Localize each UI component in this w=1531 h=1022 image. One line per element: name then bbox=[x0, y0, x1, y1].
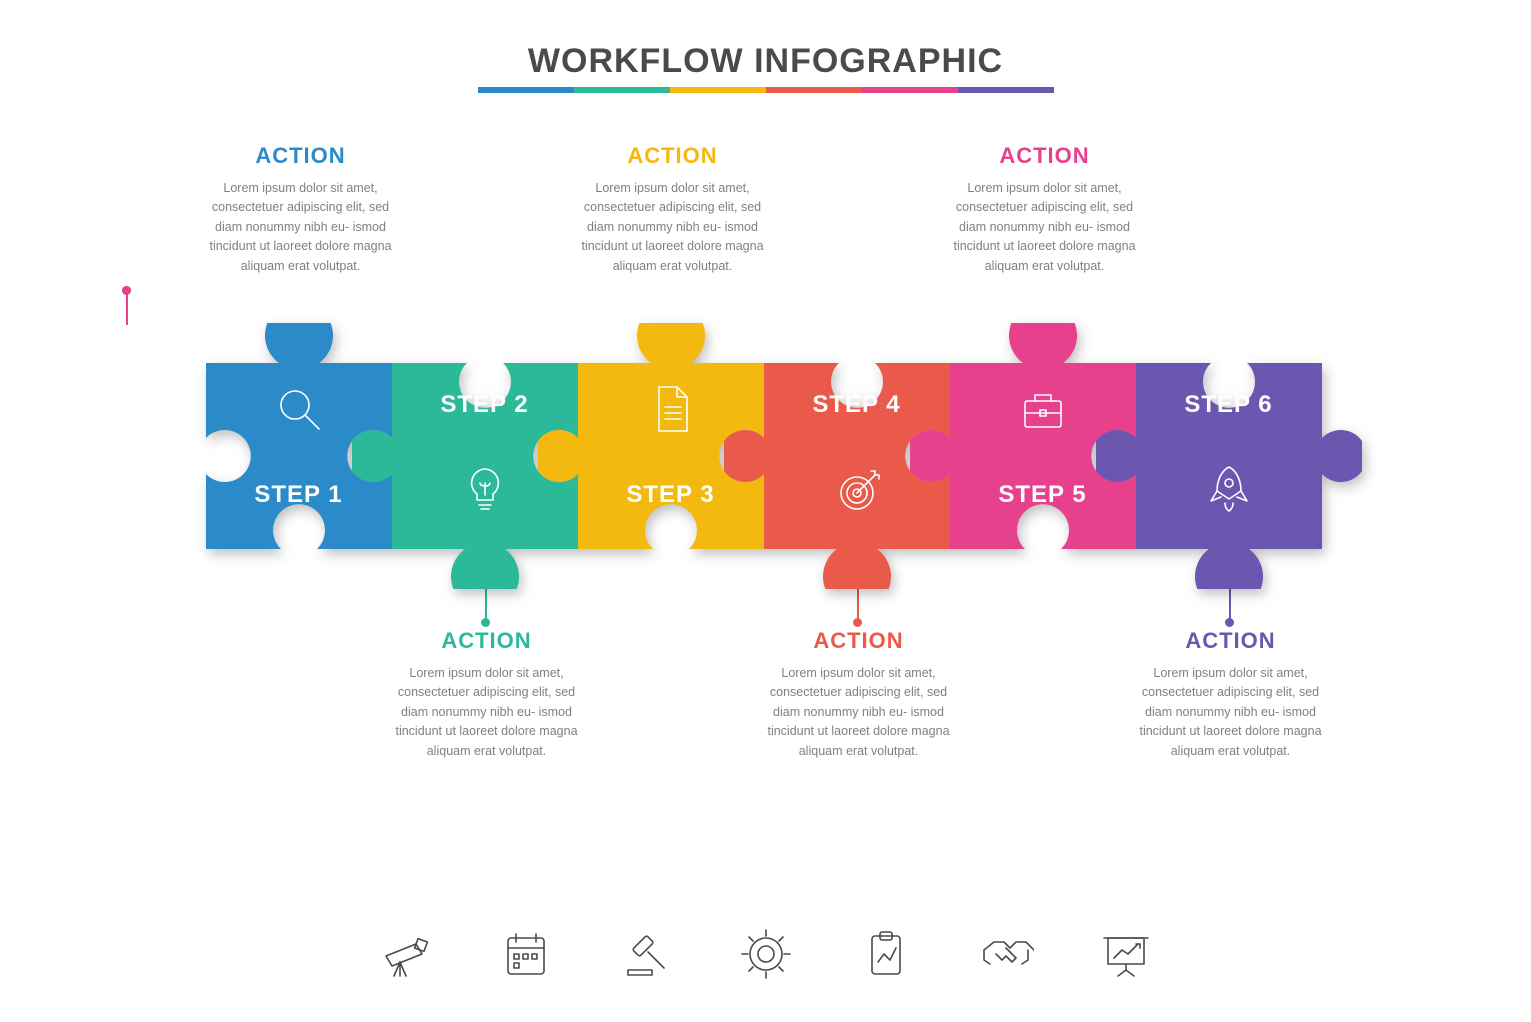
underline-seg bbox=[958, 87, 1054, 93]
action-block-5: ACTION Lorem ipsum dolor sit amet, conse… bbox=[950, 143, 1140, 276]
connector-line bbox=[857, 588, 859, 622]
action-title: ACTION bbox=[206, 143, 396, 169]
underline-seg bbox=[574, 87, 670, 93]
step-label: STEP 6 bbox=[1136, 391, 1322, 419]
rocket-icon bbox=[1201, 461, 1257, 517]
action-block-4: ACTION Lorem ipsum dolor sit amet, conse… bbox=[764, 628, 954, 761]
action-body: Lorem ipsum dolor sit amet, consectetuer… bbox=[950, 179, 1140, 276]
action-body: Lorem ipsum dolor sit amet, consectetuer… bbox=[1136, 664, 1326, 761]
infographic-canvas: ACTION Lorem ipsum dolor sit amet, conse… bbox=[126, 143, 1406, 783]
underline-seg bbox=[766, 87, 862, 93]
action-block-6: ACTION Lorem ipsum dolor sit amet, conse… bbox=[1136, 628, 1326, 761]
telescope-icon bbox=[378, 926, 434, 982]
document-icon bbox=[643, 381, 699, 437]
action-title: ACTION bbox=[392, 628, 582, 654]
action-body: Lorem ipsum dolor sit amet, consectetuer… bbox=[206, 179, 396, 276]
magnifier-icon bbox=[271, 381, 327, 437]
action-title: ACTION bbox=[950, 143, 1140, 169]
connector-line bbox=[485, 588, 487, 622]
connector-line bbox=[126, 291, 128, 325]
action-body: Lorem ipsum dolor sit amet, consectetuer… bbox=[764, 664, 954, 761]
briefcase-icon bbox=[1015, 381, 1071, 437]
action-title: ACTION bbox=[578, 143, 768, 169]
target-icon bbox=[829, 461, 885, 517]
underline-seg bbox=[478, 87, 574, 93]
connector-line bbox=[1229, 588, 1231, 622]
underline-seg bbox=[670, 87, 766, 93]
action-body: Lorem ipsum dolor sit amet, consectetuer… bbox=[392, 664, 582, 761]
clipboard-chart-icon bbox=[858, 926, 914, 982]
action-block-1: ACTION Lorem ipsum dolor sit amet, conse… bbox=[206, 143, 396, 276]
title-underline bbox=[478, 87, 1054, 93]
presentation-chart-icon bbox=[1098, 926, 1154, 982]
action-body: Lorem ipsum dolor sit amet, consectetuer… bbox=[578, 179, 768, 276]
main-title: WORKFLOW INFOGRAPHIC bbox=[0, 42, 1531, 81]
puzzle-row: STEP 1STEP 2STEP 3STEP 4STEP 5STEP 6 bbox=[206, 363, 1322, 549]
action-block-3: ACTION Lorem ipsum dolor sit amet, conse… bbox=[578, 143, 768, 276]
calendar-icon bbox=[498, 926, 554, 982]
gear-icon bbox=[738, 926, 794, 982]
action-title: ACTION bbox=[764, 628, 954, 654]
action-block-2: ACTION Lorem ipsum dolor sit amet, conse… bbox=[392, 628, 582, 761]
puzzle-piece-6: STEP 6 bbox=[1136, 363, 1322, 549]
handshake-icon bbox=[978, 926, 1034, 982]
bottom-icon-row bbox=[0, 926, 1531, 982]
underline-seg bbox=[862, 87, 958, 93]
action-title: ACTION bbox=[1136, 628, 1326, 654]
lightbulb-icon bbox=[457, 461, 513, 517]
gavel-icon bbox=[618, 926, 674, 982]
